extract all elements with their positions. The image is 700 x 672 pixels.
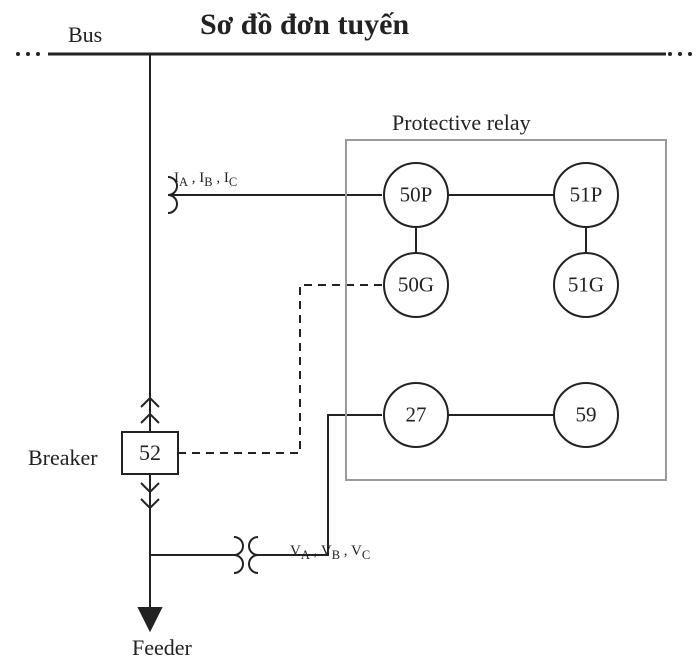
feeder-label: Feeder xyxy=(132,635,192,661)
relay-node-51P: 51P xyxy=(570,183,603,208)
current-measurement-label: IA , IB , IC xyxy=(174,170,237,190)
breaker-label: Breaker xyxy=(28,445,98,471)
relay-node-50G: 50G xyxy=(398,273,434,298)
breaker-device-number: 52 xyxy=(139,440,161,466)
relay-node-50P: 50P xyxy=(400,183,433,208)
bus-label: Bus xyxy=(68,22,102,48)
diagram-title: Sơ đồ đơn tuyến xyxy=(200,8,409,42)
relay-node-59: 59 xyxy=(576,403,597,428)
voltage-measurement-label: VA , VB , VC xyxy=(290,543,370,563)
relay-node-51G: 51G xyxy=(568,273,604,298)
single-line-diagram-svg xyxy=(0,0,700,672)
protective-relay-label: Protective relay xyxy=(392,110,531,136)
relay-node-27: 27 xyxy=(406,403,427,428)
